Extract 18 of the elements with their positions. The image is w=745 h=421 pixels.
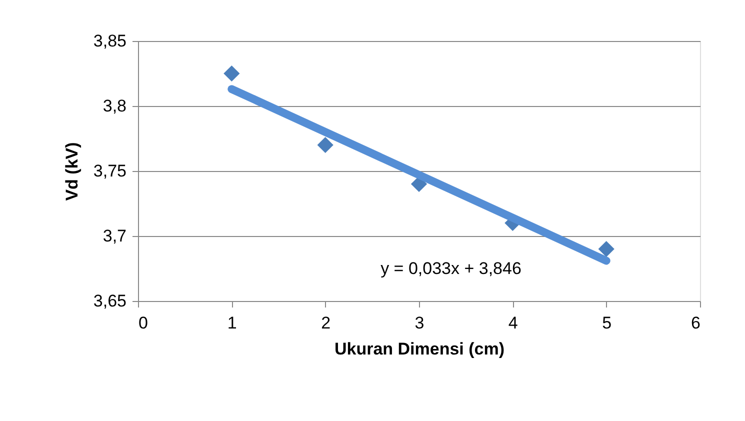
y-tick-label: 3,85	[93, 32, 126, 50]
y-tick-label: 3,75	[93, 162, 126, 180]
x-tick-label: 3	[414, 314, 424, 332]
x-tick-label: 1	[227, 314, 237, 332]
point	[598, 240, 614, 258]
x-tick-label: 6	[691, 314, 700, 332]
x-tick-label: 0	[138, 314, 148, 332]
y-tick-label: 3,7	[102, 226, 126, 246]
x-tick-label: 5	[602, 314, 612, 332]
x-axis-title: Ukuran Dimensi (cm)	[334, 340, 505, 358]
y-tick-label: 3,65	[93, 292, 126, 310]
y-axis-title: Vd (kV)	[62, 142, 82, 201]
point	[224, 65, 240, 82]
x-tick-label: 4	[508, 314, 518, 332]
x-tick-label: 2	[321, 314, 331, 332]
annotation: y = 0,033x + 3,846	[380, 259, 522, 278]
point	[317, 136, 334, 154]
y-tick-label: 3,8	[102, 96, 126, 116]
